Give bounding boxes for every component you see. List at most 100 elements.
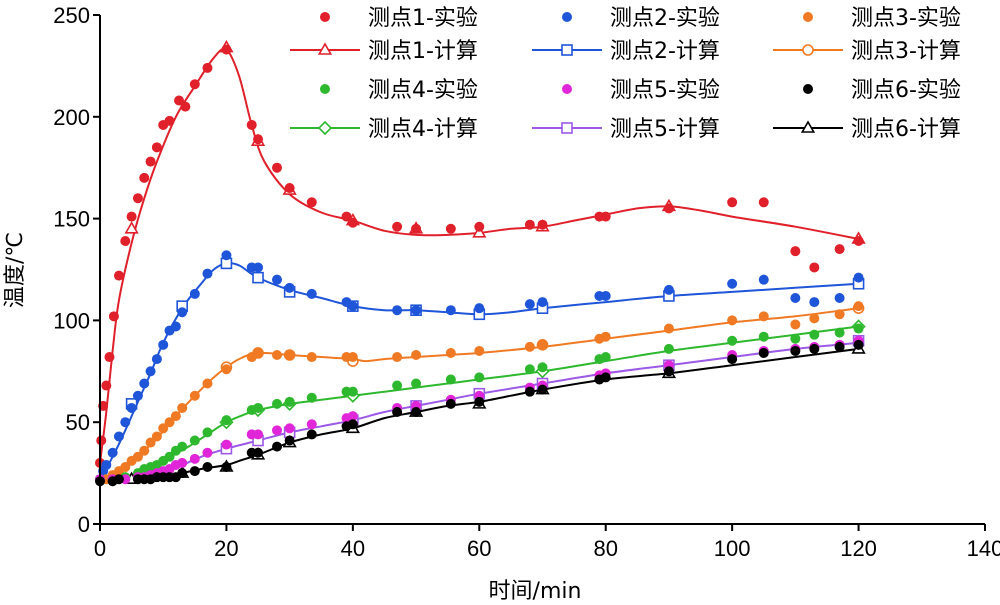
data-point <box>272 398 282 409</box>
legend-swatch <box>320 12 330 22</box>
data-point <box>306 392 317 403</box>
data-point <box>151 431 162 442</box>
series-scatter-group <box>95 335 864 485</box>
data-point <box>474 303 485 314</box>
data-point <box>809 297 820 308</box>
data-point <box>474 221 485 232</box>
data-point <box>126 402 137 413</box>
data-point <box>537 339 548 350</box>
legend-item: 测点1-实验 <box>320 6 478 31</box>
data-point <box>392 407 403 418</box>
data-point <box>132 193 143 204</box>
data-point <box>158 423 169 434</box>
series-marker <box>124 221 139 234</box>
data-point <box>341 211 352 222</box>
x-tick-label: 120 <box>840 536 877 561</box>
data-point <box>853 323 864 334</box>
data-point <box>101 459 112 470</box>
data-point <box>834 244 845 255</box>
data-point <box>221 415 232 426</box>
x-tick-label: 60 <box>467 536 491 561</box>
x-tick-label: 20 <box>214 536 238 561</box>
data-point <box>174 95 185 106</box>
x-tick-label: 0 <box>94 536 106 561</box>
series-scatter-group <box>95 339 864 487</box>
data-point <box>758 274 769 285</box>
data-point <box>120 461 131 472</box>
data-point <box>189 466 200 477</box>
data-point <box>306 197 317 208</box>
data-point <box>524 386 535 397</box>
data-point <box>113 431 124 442</box>
data-point <box>139 172 150 183</box>
legend-swatch <box>803 84 813 94</box>
data-point <box>445 398 456 409</box>
data-point <box>306 352 317 363</box>
data-point <box>284 423 295 434</box>
data-point <box>132 451 143 462</box>
data-point <box>284 350 295 361</box>
series-marker <box>800 120 816 133</box>
data-point <box>445 223 456 234</box>
legend-item: 测点6-实验 <box>803 78 961 103</box>
data-point <box>253 447 264 458</box>
x-tick-label: 40 <box>341 536 365 561</box>
x-axis-title: 时间/min <box>489 579 582 604</box>
data-point <box>411 378 422 389</box>
data-point <box>392 380 403 391</box>
series-scatter-group <box>95 44 864 468</box>
data-point <box>189 435 200 446</box>
axes: 0 20 40 60 80 100 120 140 0 50 100 150 200 250 <box>53 3 1000 561</box>
data-point <box>600 331 611 342</box>
legend-label: 测点6-计算 <box>851 117 961 142</box>
series-line <box>99 347 859 483</box>
data-point <box>253 429 264 440</box>
data-point <box>164 451 175 462</box>
data-point <box>411 305 422 316</box>
y-tick-label: 250 <box>53 3 90 28</box>
data-point <box>727 354 738 365</box>
legend-label: 测点6-实验 <box>851 78 961 103</box>
legend-label: 测点1-实验 <box>368 6 478 31</box>
data-point <box>474 396 485 407</box>
data-point <box>120 235 131 246</box>
data-point <box>853 339 864 350</box>
data-point <box>790 246 801 257</box>
data-point <box>537 362 548 373</box>
data-point <box>221 364 232 375</box>
data-point <box>834 293 845 304</box>
data-point <box>790 293 801 304</box>
data-point <box>177 441 188 452</box>
legend-item: 测点2-实验 <box>562 6 720 31</box>
data-point <box>347 352 358 363</box>
legend-label: 测点4-实验 <box>368 78 478 103</box>
data-point <box>411 350 422 361</box>
data-point <box>253 262 264 273</box>
data-point <box>101 380 112 391</box>
data-point <box>284 396 295 407</box>
data-point <box>790 319 801 330</box>
series-marker <box>561 44 573 56</box>
y-tick-label: 50 <box>66 410 90 435</box>
data-point <box>524 341 535 352</box>
data-point <box>139 445 150 456</box>
data-point <box>663 343 674 354</box>
data-point <box>758 311 769 322</box>
legend-item: 测点5-实验 <box>562 78 720 103</box>
legend-item: 测点4-实验 <box>320 78 478 103</box>
data-point <box>104 352 115 363</box>
data-point <box>306 429 317 440</box>
series-line-group <box>99 257 865 480</box>
y-tick-label: 200 <box>53 105 90 130</box>
data-point <box>853 301 864 312</box>
legend-item: 测点6-计算 <box>773 117 961 142</box>
data-point <box>221 44 232 55</box>
data-point <box>170 411 181 422</box>
x-tick-label: 140 <box>967 536 1000 561</box>
data-point <box>177 468 188 479</box>
data-point <box>189 453 200 464</box>
series-marker <box>802 44 814 56</box>
legend-item: 测点4-计算 <box>290 117 478 142</box>
data-point <box>524 364 535 375</box>
